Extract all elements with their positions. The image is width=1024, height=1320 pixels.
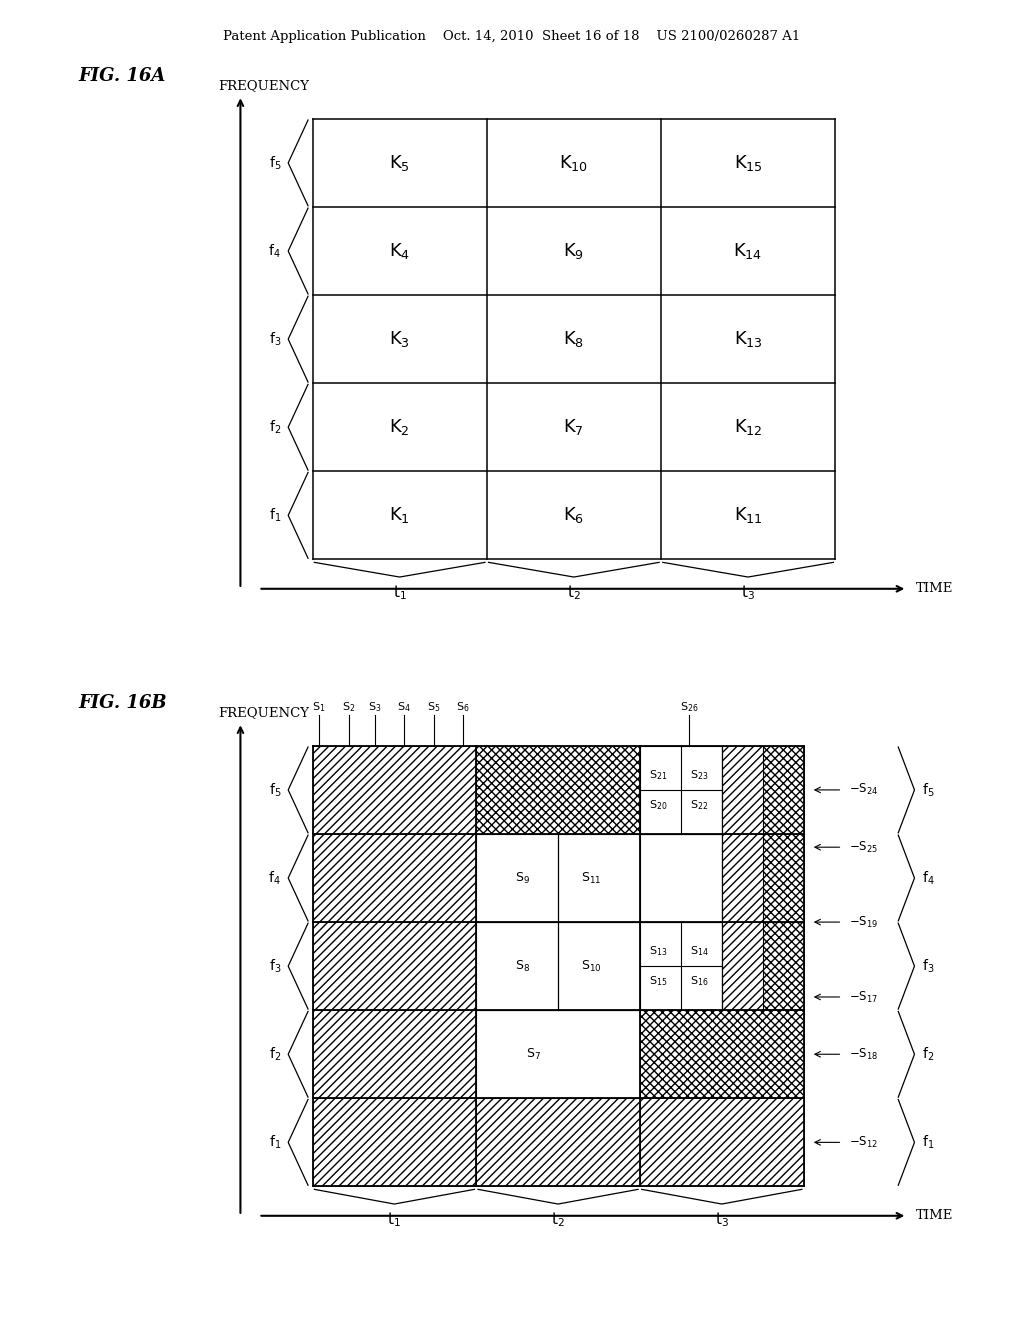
Text: $\mathrm{f_{1}}$: $\mathrm{f_{1}}$ <box>268 507 281 524</box>
Bar <box>763 923 804 1010</box>
Text: FIG. 16A: FIG. 16A <box>78 67 166 84</box>
Text: FREQUENCY: FREQUENCY <box>218 79 309 92</box>
Text: FIG. 16B: FIG. 16B <box>78 694 167 711</box>
Text: $\mathrm{S_{6}}$: $\mathrm{S_{6}}$ <box>457 700 470 714</box>
Text: $\mathrm{K_{14}}$: $\mathrm{K_{14}}$ <box>733 242 763 261</box>
Text: $\mathrm{S_{9}}$: $\mathrm{S_{9}}$ <box>515 870 529 886</box>
Text: $\mathrm{K_{10}}$: $\mathrm{K_{10}}$ <box>559 153 589 173</box>
Text: TIME: TIME <box>916 1209 953 1222</box>
Text: $\mathrm{S_{2}}$: $\mathrm{S_{2}}$ <box>342 700 355 714</box>
Text: $\mathrm{f_{2}}$: $\mathrm{f_{2}}$ <box>268 1045 281 1063</box>
Bar <box>312 923 476 1010</box>
Text: $\mathrm{S_{1}}$: $\mathrm{S_{1}}$ <box>312 700 326 714</box>
Bar <box>476 923 640 1010</box>
Text: $\mathrm{t_{3}}$: $\mathrm{t_{3}}$ <box>741 583 755 602</box>
Bar <box>476 834 640 923</box>
Text: $\mathrm{S_{15}}$: $\mathrm{S_{15}}$ <box>649 974 668 987</box>
Text: $\mathrm{S_{22}}$: $\mathrm{S_{22}}$ <box>690 799 709 812</box>
Text: $\mathrm{f_{5}}$: $\mathrm{f_{5}}$ <box>268 781 281 799</box>
Text: $\mathrm{S_{3}}$: $\mathrm{S_{3}}$ <box>368 700 382 714</box>
Text: $\mathrm{S_{4}}$: $\mathrm{S_{4}}$ <box>397 700 411 714</box>
Text: $\mathrm{K_{13}}$: $\mathrm{K_{13}}$ <box>733 329 763 350</box>
Text: $\mathrm{K_{2}}$: $\mathrm{K_{2}}$ <box>389 417 410 437</box>
Text: $\mathrm{K_{8}}$: $\mathrm{K_{8}}$ <box>563 329 585 350</box>
Text: $\mathrm{t_{1}}$: $\mathrm{t_{1}}$ <box>393 583 407 602</box>
Bar <box>763 746 804 834</box>
Text: $\mathrm{S_{5}}$: $\mathrm{S_{5}}$ <box>427 700 440 714</box>
Text: $-\mathrm{S_{18}}$: $-\mathrm{S_{18}}$ <box>849 1047 878 1061</box>
Bar <box>640 923 722 1010</box>
Bar <box>312 1010 476 1098</box>
Bar <box>312 834 476 923</box>
Text: $\mathrm{f_{3}}$: $\mathrm{f_{3}}$ <box>268 957 281 975</box>
Text: $\mathrm{S_{23}}$: $\mathrm{S_{23}}$ <box>690 768 709 781</box>
Text: $\mathrm{t_{3}}$: $\mathrm{t_{3}}$ <box>715 1210 729 1229</box>
Bar <box>640 1098 804 1187</box>
Text: $\mathrm{f_{5}}$: $\mathrm{f_{5}}$ <box>268 154 281 172</box>
Text: $\mathrm{K_{15}}$: $\mathrm{K_{15}}$ <box>733 153 763 173</box>
Text: $\mathrm{K_{6}}$: $\mathrm{K_{6}}$ <box>563 506 585 525</box>
Text: $\mathrm{f_{4}}$: $\mathrm{f_{4}}$ <box>268 243 281 260</box>
Text: $\mathrm{S_{16}}$: $\mathrm{S_{16}}$ <box>690 974 709 987</box>
Text: $\mathrm{f_{1}}$: $\mathrm{f_{1}}$ <box>268 1134 281 1151</box>
Bar <box>763 834 804 923</box>
Text: $-\mathrm{S_{17}}$: $-\mathrm{S_{17}}$ <box>849 990 878 1005</box>
Bar <box>312 1098 476 1187</box>
Bar <box>476 1010 640 1098</box>
Text: FREQUENCY: FREQUENCY <box>218 706 309 719</box>
Text: $\mathrm{S_{7}}$: $\mathrm{S_{7}}$ <box>526 1047 541 1061</box>
Text: $\mathrm{S_{13}}$: $\mathrm{S_{13}}$ <box>649 944 668 958</box>
Text: $\mathrm{f_{4}}$: $\mathrm{f_{4}}$ <box>268 870 281 887</box>
Text: $\mathrm{t_{2}}$: $\mathrm{t_{2}}$ <box>551 1210 565 1229</box>
Text: $\mathrm{K_{9}}$: $\mathrm{K_{9}}$ <box>563 242 585 261</box>
Bar <box>476 1098 640 1187</box>
Text: $\mathrm{K_{4}}$: $\mathrm{K_{4}}$ <box>389 242 411 261</box>
Text: $-\mathrm{S_{19}}$: $-\mathrm{S_{19}}$ <box>849 915 878 929</box>
Text: $\mathrm{K_{3}}$: $\mathrm{K_{3}}$ <box>389 329 410 350</box>
Bar <box>640 834 722 923</box>
Text: $\mathrm{S_{10}}$: $\mathrm{S_{10}}$ <box>581 958 601 974</box>
Text: Patent Application Publication    Oct. 14, 2010  Sheet 16 of 18    US 2100/02602: Patent Application Publication Oct. 14, … <box>223 30 801 44</box>
Text: $\mathrm{K_{1}}$: $\mathrm{K_{1}}$ <box>389 506 410 525</box>
Text: $\mathrm{t_{1}}$: $\mathrm{t_{1}}$ <box>387 1210 401 1229</box>
Bar <box>722 746 763 834</box>
Text: $\mathrm{K_{5}}$: $\mathrm{K_{5}}$ <box>389 153 410 173</box>
Text: $\mathrm{f_{2}}$: $\mathrm{f_{2}}$ <box>922 1045 934 1063</box>
Text: $\mathrm{S_{20}}$: $\mathrm{S_{20}}$ <box>649 799 668 812</box>
Text: $\mathrm{f_{5}}$: $\mathrm{f_{5}}$ <box>922 781 934 799</box>
Text: $\mathrm{S_{21}}$: $\mathrm{S_{21}}$ <box>649 768 668 781</box>
Text: $\mathrm{S_{11}}$: $\mathrm{S_{11}}$ <box>581 870 601 886</box>
Text: $\mathrm{f_{1}}$: $\mathrm{f_{1}}$ <box>922 1134 934 1151</box>
Text: $-\mathrm{S_{12}}$: $-\mathrm{S_{12}}$ <box>849 1135 878 1150</box>
Text: $-\mathrm{S_{24}}$: $-\mathrm{S_{24}}$ <box>849 783 879 797</box>
Bar <box>312 746 476 834</box>
Text: $\mathrm{S_{26}}$: $\mathrm{S_{26}}$ <box>680 700 698 714</box>
Text: $\mathrm{S_{14}}$: $\mathrm{S_{14}}$ <box>690 944 709 958</box>
Text: $\mathrm{S_{8}}$: $\mathrm{S_{8}}$ <box>514 958 529 974</box>
Text: $\mathrm{f_{2}}$: $\mathrm{f_{2}}$ <box>268 418 281 436</box>
Text: $\mathrm{t_{2}}$: $\mathrm{t_{2}}$ <box>567 583 581 602</box>
Bar <box>640 746 722 834</box>
Text: $\mathrm{f_{3}}$: $\mathrm{f_{3}}$ <box>922 957 934 975</box>
Text: TIME: TIME <box>916 582 953 595</box>
Bar <box>722 834 763 923</box>
Bar <box>640 1010 804 1098</box>
Text: $\mathrm{K_{11}}$: $\mathrm{K_{11}}$ <box>733 506 763 525</box>
Text: $\mathrm{f_{3}}$: $\mathrm{f_{3}}$ <box>268 330 281 348</box>
Bar <box>476 746 640 834</box>
Text: $\mathrm{f_{4}}$: $\mathrm{f_{4}}$ <box>922 870 934 887</box>
Bar <box>722 923 763 1010</box>
Text: $-\mathrm{S_{25}}$: $-\mathrm{S_{25}}$ <box>849 840 878 855</box>
Text: $\mathrm{K_{7}}$: $\mathrm{K_{7}}$ <box>563 417 585 437</box>
Text: $\mathrm{K_{12}}$: $\mathrm{K_{12}}$ <box>733 417 763 437</box>
